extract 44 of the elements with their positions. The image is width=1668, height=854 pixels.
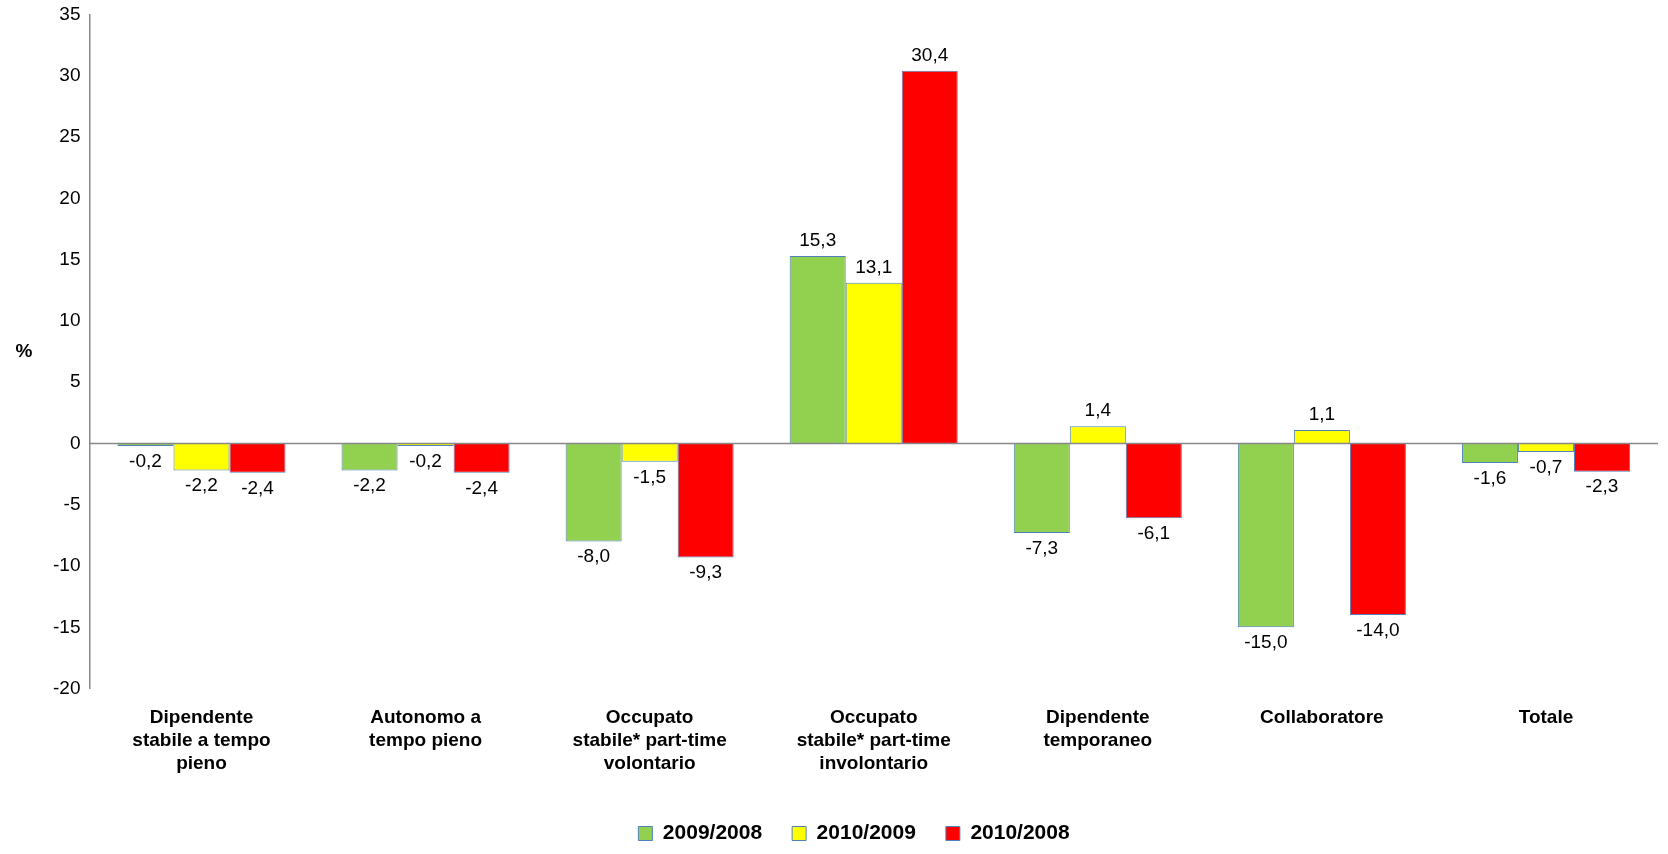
y-tick-label: 0 xyxy=(69,431,81,453)
y-tick-label: 35 xyxy=(59,2,81,24)
data-label: 1,4 xyxy=(1084,399,1112,421)
data-label: -14,0 xyxy=(1356,618,1400,640)
y-tick-label: -15 xyxy=(52,615,81,637)
x-tick-label: Autonomo a tempo pieno xyxy=(369,706,483,751)
data-label: -2,2 xyxy=(185,474,218,496)
data-label: -6,1 xyxy=(1137,521,1171,543)
data-label: -9,3 xyxy=(689,561,723,583)
y-tick-label: -10 xyxy=(52,554,81,576)
data-label: -7,3 xyxy=(1025,536,1059,558)
x-tick-label: Occupato stabile* part-time involontario xyxy=(796,706,951,773)
legend-label: 2010/2009 xyxy=(816,820,916,844)
data-label: -8,0 xyxy=(577,545,611,567)
y-tick-label: 25 xyxy=(59,125,81,147)
y-tick-label: 30 xyxy=(59,63,81,85)
x-tick-label: Collaboratore xyxy=(1260,706,1384,728)
y-tick-label: 10 xyxy=(59,309,81,331)
data-label: 1,1 xyxy=(1308,402,1336,424)
y-tick-label: 20 xyxy=(59,186,81,208)
data-label: -2,4 xyxy=(465,476,499,498)
data-label: 15,3 xyxy=(799,228,837,250)
y-tick-label: -20 xyxy=(52,676,81,698)
data-label: -0,2 xyxy=(129,449,162,471)
data-label: 30,4 xyxy=(911,43,949,65)
data-label: -1,5 xyxy=(633,465,667,487)
y-tick-label: 5 xyxy=(69,370,81,392)
data-label: -0,7 xyxy=(1529,455,1563,477)
data-label: -2,3 xyxy=(1585,475,1619,497)
legend-label: 2009/2008 xyxy=(662,820,763,844)
y-tick-label: -5 xyxy=(63,492,81,514)
data-label: -1,6 xyxy=(1473,466,1507,488)
data-label: 13,1 xyxy=(855,255,893,277)
data-label: -0,2 xyxy=(409,449,442,471)
x-tick-label: Dipendente temporaneo xyxy=(1043,706,1153,751)
data-label: -2,2 xyxy=(353,474,386,496)
x-tick-label: Totale xyxy=(1518,706,1574,728)
y-axis-title: % xyxy=(15,339,33,361)
data-label: -15,0 xyxy=(1244,631,1288,653)
y-tick-label: 15 xyxy=(59,247,81,269)
x-tick-label: Occupato stabile* part-time volontario xyxy=(572,706,727,773)
x-tick-label: Dipendente stabile a tempo pieno xyxy=(132,706,271,773)
data-label: -2,4 xyxy=(241,476,275,498)
legend-label: 2010/2008 xyxy=(970,820,1070,844)
